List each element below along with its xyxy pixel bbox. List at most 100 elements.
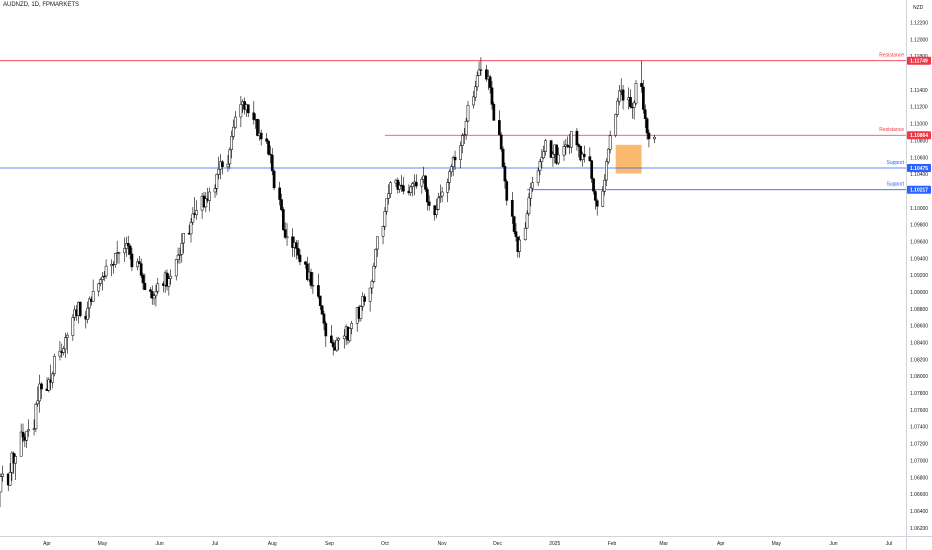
candle-body	[280, 199, 283, 210]
candle-body	[594, 191, 597, 201]
candle	[270, 148, 274, 176]
candle-body	[189, 222, 193, 235]
candle-body	[376, 236, 379, 250]
y-tick-label: 1.09600	[910, 239, 928, 245]
price-tag-label-2: 1.10475	[910, 166, 928, 172]
candle	[335, 336, 339, 352]
candle	[123, 237, 126, 262]
candle	[514, 223, 518, 242]
candle-body	[221, 161, 224, 167]
candle	[645, 117, 649, 140]
candle-body	[383, 211, 387, 227]
candle	[370, 279, 374, 294]
candle	[608, 130, 612, 154]
candle-body	[217, 168, 221, 175]
candle	[285, 223, 289, 246]
candle	[396, 177, 400, 194]
x-tick-label: Feb	[608, 541, 617, 547]
candle	[642, 79, 645, 114]
level-label-1: Resistance	[879, 127, 904, 133]
candle-body	[154, 291, 158, 297]
candle	[228, 147, 232, 170]
candle	[252, 101, 256, 125]
candle-body	[64, 337, 67, 350]
candle-body	[363, 296, 366, 302]
candle-body	[101, 276, 104, 280]
candle	[34, 402, 38, 432]
y-tick-label: 1.08200	[910, 357, 928, 363]
price-tag-1	[907, 131, 931, 140]
candle-body	[47, 379, 51, 391]
candle	[269, 145, 272, 164]
candle	[329, 325, 333, 344]
candle	[14, 453, 17, 480]
y-tick-label: 1.07000	[910, 458, 928, 464]
candle	[411, 181, 414, 197]
candle-body	[490, 87, 494, 105]
candle-body	[474, 86, 477, 98]
price-tag-label-3: 1.10217	[910, 188, 928, 194]
candle	[38, 374, 41, 413]
candle-body	[647, 132, 651, 140]
candle	[414, 174, 418, 189]
candle	[152, 293, 156, 305]
candle-body	[549, 140, 553, 158]
candle-body	[228, 149, 232, 165]
candle-body	[117, 252, 121, 254]
candle	[53, 353, 56, 377]
candle	[8, 463, 12, 486]
symbol-label: AUDNZD, 1D, FPMARKETS	[3, 2, 80, 8]
candle	[136, 258, 139, 271]
candle-body	[461, 135, 464, 146]
candle	[448, 169, 451, 191]
candle-body	[645, 118, 649, 134]
candle	[130, 247, 134, 272]
candle	[472, 90, 475, 109]
candle	[634, 79, 638, 106]
candle	[542, 145, 546, 160]
candle	[621, 85, 625, 110]
candle-body	[34, 403, 38, 430]
candle-body	[213, 188, 217, 193]
candle	[643, 104, 647, 128]
candle	[311, 271, 315, 294]
y-tick-label: 1.07200	[910, 442, 928, 448]
candle-body	[317, 285, 320, 297]
candle	[110, 259, 113, 277]
y-tick-label: 1.07600	[910, 408, 928, 414]
candle	[62, 346, 65, 356]
candle-body	[126, 243, 130, 247]
candle	[570, 131, 573, 154]
candle	[139, 258, 143, 278]
candle-body	[350, 323, 354, 329]
candle	[510, 191, 514, 224]
candle-body	[123, 248, 126, 254]
candle	[272, 169, 276, 191]
x-tick-label: Jul	[212, 541, 218, 547]
candle	[143, 273, 147, 290]
candle	[294, 239, 298, 260]
candle	[65, 332, 69, 354]
candle-body	[19, 431, 23, 457]
candle-body	[38, 383, 41, 402]
candle-body	[1, 473, 5, 477]
candle	[551, 151, 555, 167]
candle	[21, 423, 25, 443]
candle-body	[304, 261, 307, 265]
candle	[368, 287, 372, 312]
candle	[579, 145, 582, 162]
candle	[217, 156, 221, 180]
candle	[0, 473, 3, 493]
y-tick-label: 1.09000	[910, 290, 928, 296]
x-tick-label: Sep	[325, 541, 334, 547]
candle	[126, 235, 130, 256]
candle-body	[616, 100, 619, 115]
candle-body	[208, 191, 211, 201]
candle	[477, 61, 481, 76]
candle	[618, 85, 621, 106]
x-tick-label: Mar	[659, 541, 668, 547]
candle	[180, 233, 184, 263]
candle-body	[525, 213, 529, 229]
